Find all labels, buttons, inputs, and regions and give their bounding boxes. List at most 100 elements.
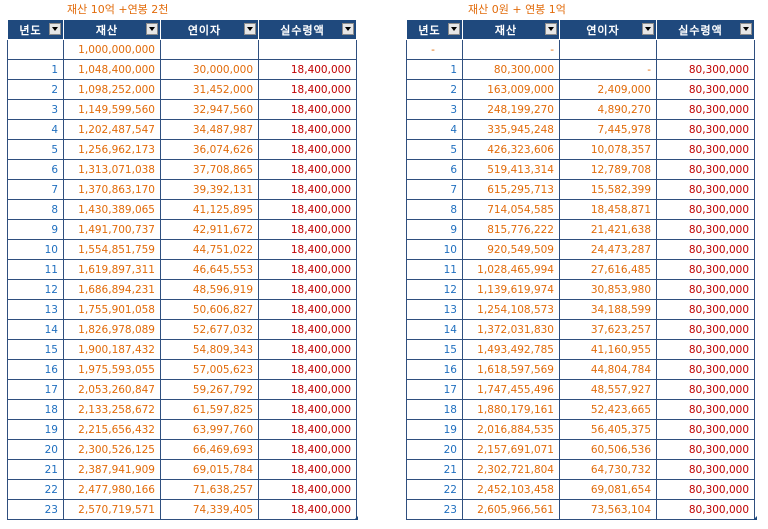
year-cell[interactable]: 14 bbox=[7, 319, 64, 340]
takehome-cell[interactable] bbox=[656, 39, 755, 60]
asset-cell[interactable]: 1,747,455,496 bbox=[462, 379, 560, 400]
asset-cell[interactable]: 2,157,691,071 bbox=[462, 439, 560, 460]
interest-cell[interactable]: 30,853,980 bbox=[559, 279, 657, 300]
asset-cell[interactable]: 519,413,314 bbox=[462, 159, 560, 180]
takehome-cell[interactable]: 80,300,000 bbox=[656, 119, 755, 140]
asset-cell[interactable]: 615,295,713 bbox=[462, 179, 560, 200]
asset-cell[interactable]: 1,254,108,573 bbox=[462, 299, 560, 320]
takehome-cell[interactable]: 80,300,000 bbox=[656, 479, 755, 500]
interest-cell[interactable]: 59,267,792 bbox=[160, 379, 259, 400]
asset-cell[interactable]: 1,139,619,974 bbox=[462, 279, 560, 300]
interest-cell[interactable]: 61,597,825 bbox=[160, 399, 259, 420]
year-cell[interactable]: 23 bbox=[7, 499, 64, 520]
interest-cell[interactable]: 31,452,000 bbox=[160, 79, 259, 100]
asset-cell[interactable]: 2,300,526,125 bbox=[63, 439, 161, 460]
interest-cell[interactable]: 18,458,871 bbox=[559, 199, 657, 220]
takehome-cell[interactable]: 18,400,000 bbox=[258, 79, 357, 100]
takehome-cell[interactable]: 80,300,000 bbox=[656, 439, 755, 460]
interest-cell[interactable]: 66,469,693 bbox=[160, 439, 259, 460]
year-cell[interactable]: 22 bbox=[7, 479, 64, 500]
takehome-cell[interactable] bbox=[258, 39, 357, 60]
year-cell[interactable]: 21 bbox=[406, 459, 463, 480]
asset-cell[interactable]: 1,372,031,830 bbox=[462, 319, 560, 340]
year-cell[interactable]: 11 bbox=[7, 259, 64, 280]
year-cell[interactable]: 20 bbox=[7, 439, 64, 460]
takehome-cell[interactable]: 18,400,000 bbox=[258, 179, 357, 200]
takehome-cell[interactable]: 80,300,000 bbox=[656, 99, 755, 120]
year-cell[interactable]: 8 bbox=[7, 199, 64, 220]
year-cell[interactable]: 7 bbox=[406, 179, 463, 200]
takehome-cell[interactable]: 80,300,000 bbox=[656, 359, 755, 380]
asset-cell[interactable]: 2,016,884,535 bbox=[462, 419, 560, 440]
interest-cell[interactable]: 52,423,665 bbox=[559, 399, 657, 420]
asset-cell[interactable]: 163,009,000 bbox=[462, 79, 560, 100]
asset-cell[interactable]: 1,430,389,065 bbox=[63, 199, 161, 220]
year-cell[interactable]: 12 bbox=[7, 279, 64, 300]
interest-cell[interactable]: 57,005,623 bbox=[160, 359, 259, 380]
interest-cell[interactable]: 15,582,399 bbox=[559, 179, 657, 200]
table-resize-handle-left[interactable] bbox=[354, 516, 358, 520]
asset-cell[interactable]: 1,618,597,569 bbox=[462, 359, 560, 380]
year-cell[interactable]: 15 bbox=[7, 339, 64, 360]
takehome-cell[interactable]: 18,400,000 bbox=[258, 199, 357, 220]
filter-dropdown-icon[interactable] bbox=[642, 23, 654, 35]
year-cell[interactable]: 9 bbox=[7, 219, 64, 240]
asset-cell[interactable]: 1,880,179,161 bbox=[462, 399, 560, 420]
year-cell[interactable]: 16 bbox=[406, 359, 463, 380]
asset-cell[interactable]: 1,826,978,089 bbox=[63, 319, 161, 340]
takehome-cell[interactable]: 18,400,000 bbox=[258, 159, 357, 180]
takehome-cell[interactable]: 18,400,000 bbox=[258, 119, 357, 140]
year-cell[interactable]: 10 bbox=[406, 239, 463, 260]
interest-cell[interactable]: 48,596,919 bbox=[160, 279, 259, 300]
asset-cell[interactable]: 2,452,103,458 bbox=[462, 479, 560, 500]
interest-cell[interactable]: 69,015,784 bbox=[160, 459, 259, 480]
takehome-cell[interactable]: 80,300,000 bbox=[656, 239, 755, 260]
takehome-cell[interactable]: 80,300,000 bbox=[656, 319, 755, 340]
interest-cell[interactable]: 42,911,672 bbox=[160, 219, 259, 240]
takehome-cell[interactable]: 80,300,000 bbox=[656, 399, 755, 420]
year-cell[interactable]: 3 bbox=[7, 99, 64, 120]
asset-cell[interactable]: 1,313,071,038 bbox=[63, 159, 161, 180]
interest-cell[interactable]: 71,638,257 bbox=[160, 479, 259, 500]
asset-cell[interactable]: 1,493,492,785 bbox=[462, 339, 560, 360]
asset-cell[interactable]: 815,776,222 bbox=[462, 219, 560, 240]
interest-cell[interactable]: 74,339,405 bbox=[160, 499, 259, 520]
interest-cell[interactable]: 73,563,104 bbox=[559, 499, 657, 520]
asset-cell[interactable]: 1,370,863,170 bbox=[63, 179, 161, 200]
asset-cell[interactable]: 714,054,585 bbox=[462, 199, 560, 220]
year-cell[interactable]: 13 bbox=[7, 299, 64, 320]
asset-cell[interactable]: 2,133,258,672 bbox=[63, 399, 161, 420]
asset-cell[interactable]: 1,554,851,759 bbox=[63, 239, 161, 260]
year-cell[interactable]: 19 bbox=[7, 419, 64, 440]
interest-cell[interactable]: 37,623,257 bbox=[559, 319, 657, 340]
takehome-cell[interactable]: 18,400,000 bbox=[258, 399, 357, 420]
table-resize-handle-right[interactable] bbox=[753, 516, 757, 520]
asset-cell[interactable]: 2,387,941,909 bbox=[63, 459, 161, 480]
takehome-cell[interactable]: 80,300,000 bbox=[656, 79, 755, 100]
takehome-cell[interactable]: 18,400,000 bbox=[258, 339, 357, 360]
asset-cell[interactable]: 1,619,897,311 bbox=[63, 259, 161, 280]
interest-cell[interactable]: 27,616,485 bbox=[559, 259, 657, 280]
takehome-cell[interactable]: 18,400,000 bbox=[258, 359, 357, 380]
takehome-cell[interactable]: 18,400,000 bbox=[258, 239, 357, 260]
year-cell[interactable]: 4 bbox=[7, 119, 64, 140]
year-cell[interactable]: 9 bbox=[406, 219, 463, 240]
interest-cell[interactable]: 10,078,357 bbox=[559, 139, 657, 160]
asset-cell[interactable]: 80,300,000 bbox=[462, 59, 560, 80]
asset-cell[interactable]: 1,028,465,994 bbox=[462, 259, 560, 280]
asset-cell[interactable]: 1,149,599,560 bbox=[63, 99, 161, 120]
interest-cell[interactable]: 69,081,654 bbox=[559, 479, 657, 500]
asset-cell[interactable]: 1,048,400,000 bbox=[63, 59, 161, 80]
year-cell[interactable]: 2 bbox=[7, 79, 64, 100]
year-cell[interactable]: 8 bbox=[406, 199, 463, 220]
takehome-cell[interactable]: 18,400,000 bbox=[258, 279, 357, 300]
year-cell[interactable]: 17 bbox=[7, 379, 64, 400]
interest-cell[interactable]: 21,421,638 bbox=[559, 219, 657, 240]
takehome-cell[interactable]: 18,400,000 bbox=[258, 219, 357, 240]
year-cell[interactable]: 17 bbox=[406, 379, 463, 400]
year-cell[interactable]: 1 bbox=[7, 59, 64, 80]
asset-cell[interactable]: 1,686,894,231 bbox=[63, 279, 161, 300]
year-cell[interactable]: 22 bbox=[406, 479, 463, 500]
year-cell[interactable]: 4 bbox=[406, 119, 463, 140]
year-cell[interactable]: 13 bbox=[406, 299, 463, 320]
